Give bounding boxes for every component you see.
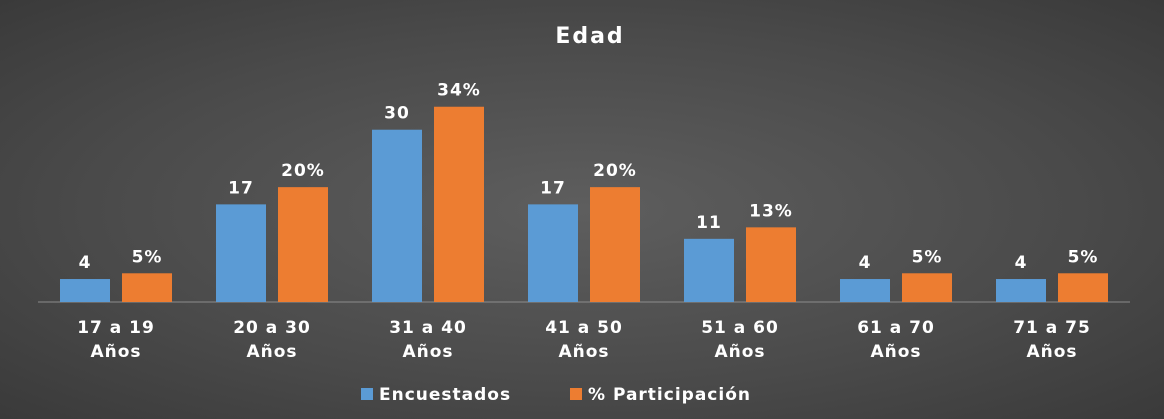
data-label: 4 xyxy=(859,253,872,273)
bar xyxy=(746,227,796,302)
x-tick-label: 51 a 60 Años xyxy=(701,318,779,362)
x-tick-label: 61 a 70 Años xyxy=(857,318,935,362)
bar xyxy=(434,106,484,302)
bar xyxy=(122,273,172,302)
chart-title: Edad xyxy=(555,24,624,49)
data-label: 17 xyxy=(540,178,566,198)
x-tick-label: 17 a 19 Años xyxy=(77,318,155,362)
bar xyxy=(840,279,890,302)
legend-label: % Participación xyxy=(588,385,751,405)
data-label: 11 xyxy=(696,213,722,233)
legend-swatch xyxy=(570,388,582,400)
data-label: 5% xyxy=(1068,247,1099,267)
bar xyxy=(1058,273,1108,302)
bar xyxy=(60,279,110,302)
bar xyxy=(590,187,640,302)
data-label: 17 xyxy=(228,178,254,198)
data-label: 5% xyxy=(132,247,163,267)
x-tick-label: 20 a 30 Años xyxy=(233,318,311,362)
data-label: 4 xyxy=(79,253,92,273)
data-label: 30 xyxy=(384,104,410,124)
data-label: 20% xyxy=(593,161,637,181)
legend-swatch xyxy=(361,388,373,400)
bar xyxy=(216,204,266,302)
bar xyxy=(372,129,422,302)
bar xyxy=(278,187,328,302)
data-label: 13% xyxy=(749,201,793,221)
data-label: 34% xyxy=(437,81,481,101)
bar xyxy=(684,238,734,302)
data-label: 20% xyxy=(281,161,325,181)
legend-label: Encuestados xyxy=(379,385,511,405)
bar xyxy=(996,279,1046,302)
x-tick-label: 41 a 50 Años xyxy=(545,318,623,362)
x-tick-label: 31 a 40 Años xyxy=(389,318,467,362)
data-label: 4 xyxy=(1015,253,1028,273)
bar xyxy=(528,204,578,302)
bar xyxy=(902,273,952,302)
x-tick-label: 71 a 75 Años xyxy=(1013,318,1091,362)
data-label: 5% xyxy=(912,247,943,267)
